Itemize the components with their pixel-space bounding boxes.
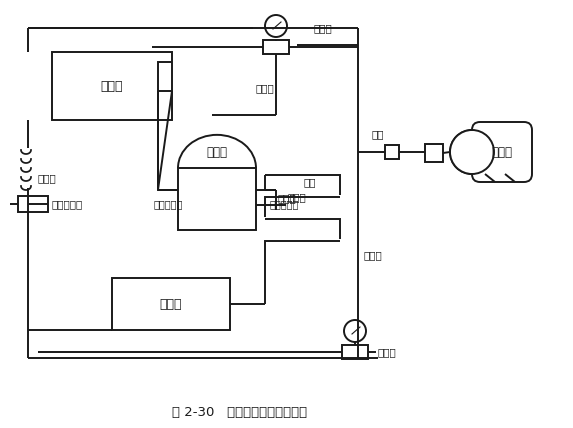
Bar [178,168,256,230]
Text: 三通阀: 三通阀 [377,347,396,357]
Text: 工艺管: 工艺管 [278,193,297,203]
Bar [342,345,368,359]
Bar [425,144,443,162]
Text: 工艺管: 工艺管 [288,192,307,202]
Bar [385,145,399,159]
Text: 蒸发器: 蒸发器 [101,80,123,92]
Text: 冷凝器: 冷凝器 [160,297,182,310]
Text: 三通: 三通 [372,129,384,139]
FancyBboxPatch shape [472,122,532,182]
Text: 干燥过滤器: 干燥过滤器 [51,199,83,209]
Text: 低压吸气管: 低压吸气管 [154,199,183,209]
Text: 充气管: 充气管 [256,83,274,93]
Bar [52,52,172,120]
Text: 三通阀: 三通阀 [314,23,333,33]
Circle shape [344,320,366,342]
Bar [112,278,230,330]
Bar [18,196,48,212]
Text: 图 2-30   双侧抽真空系统连接图: 图 2-30 双侧抽真空系统连接图 [172,405,308,419]
Text: 真空泵: 真空泵 [492,146,512,158]
Text: 除露管: 除露管 [363,250,382,260]
Text: 软管: 软管 [303,177,316,187]
Circle shape [265,15,287,37]
Text: 高压排气管: 高压排气管 [269,199,299,209]
Circle shape [450,130,494,174]
Text: 压缩机: 压缩机 [206,146,227,158]
Circle shape [450,130,494,174]
Bar [263,40,289,54]
Text: 毛细管: 毛细管 [38,173,57,183]
